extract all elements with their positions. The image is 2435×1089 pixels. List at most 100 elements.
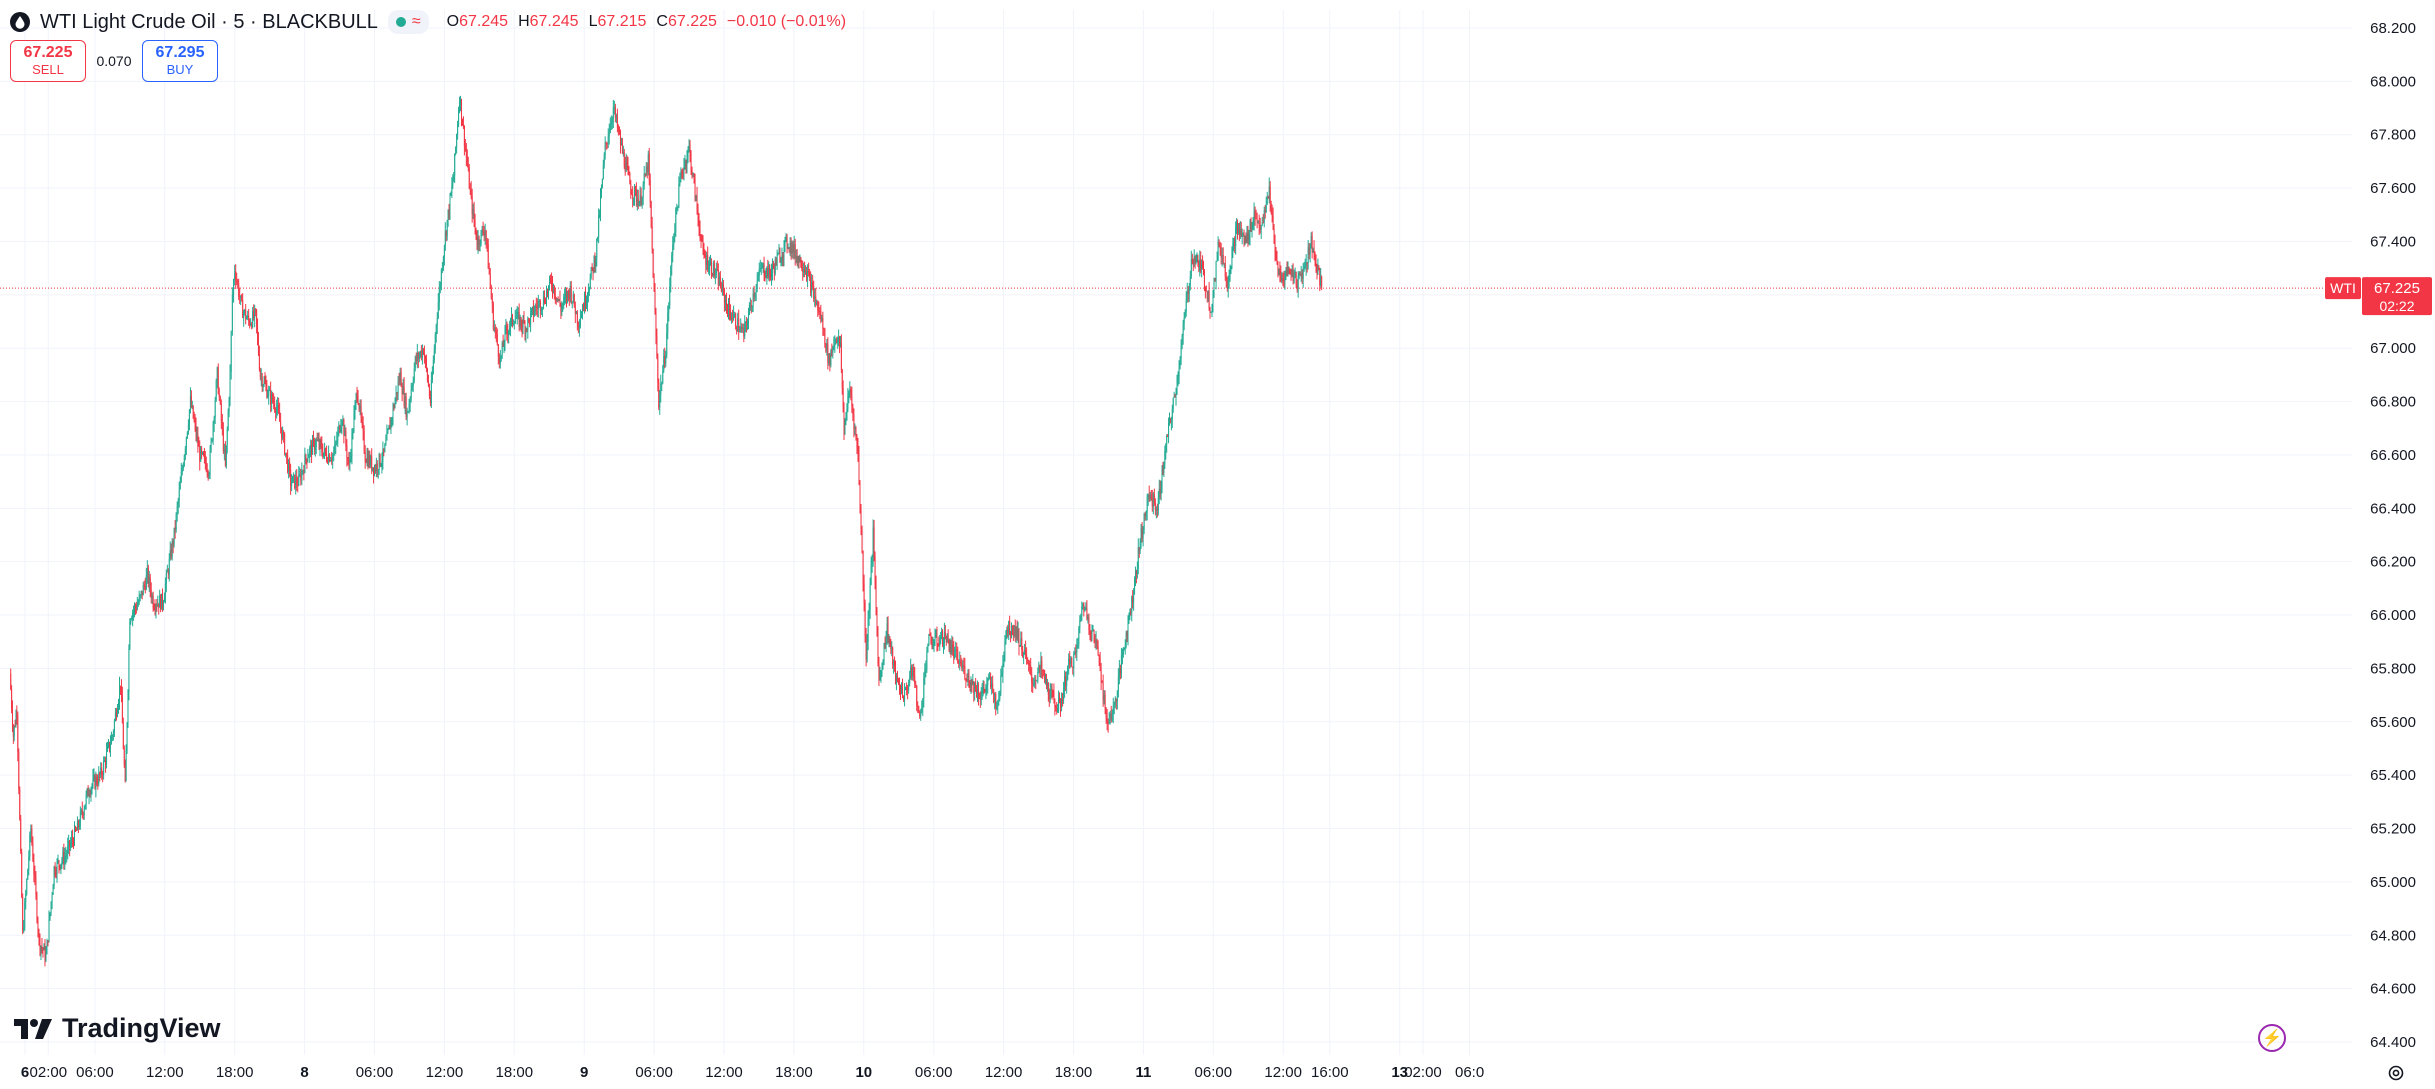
candle-body (1203, 271, 1205, 287)
x-tick-label: 12:00 (426, 1064, 464, 1081)
candle-body (653, 277, 655, 291)
candle-body (838, 337, 840, 340)
candle-body (1034, 679, 1036, 685)
candle-body (559, 299, 561, 306)
candle-body (96, 777, 98, 784)
candle-body (756, 280, 758, 290)
market-status-pill[interactable]: ≈ (387, 10, 429, 34)
candle-body (563, 297, 565, 304)
candle-body (1270, 203, 1272, 211)
candle-body (574, 306, 576, 315)
candle-body (56, 861, 58, 875)
candle-body (1090, 632, 1092, 635)
candle-body (115, 712, 117, 717)
candle-body (812, 282, 814, 287)
buy-button[interactable]: 67.295 BUY (142, 40, 218, 82)
candle-body (931, 641, 933, 648)
candle-body (686, 158, 688, 166)
candle-body (635, 189, 637, 202)
candle-body (452, 181, 454, 186)
candle-body (960, 660, 962, 665)
x-tick-label: 12:00 (146, 1064, 184, 1081)
candle-body (527, 318, 529, 331)
candle-body (723, 290, 725, 304)
candle-body (599, 214, 601, 216)
candle-body (138, 597, 140, 604)
candle-body (448, 209, 450, 215)
x-tick-label: 11 (1135, 1064, 1151, 1081)
candle-body (173, 527, 175, 545)
candle-body (1280, 274, 1282, 282)
tradingview-logo[interactable]: TradingView (14, 1013, 221, 1044)
candle-body (638, 201, 640, 207)
candle-body (88, 794, 90, 797)
candle-body (463, 125, 465, 147)
candle-body (93, 775, 95, 778)
candle-body (1082, 603, 1084, 608)
lightning-icon[interactable]: ⚡ (2258, 1024, 2286, 1052)
candle-body (312, 439, 314, 455)
candle-body (1222, 254, 1224, 265)
candle-body (771, 271, 773, 278)
candle-body (1308, 247, 1310, 255)
candle-body (969, 682, 971, 687)
last-price-tag (2362, 277, 2432, 316)
candle-body (266, 385, 268, 398)
candle-body (131, 618, 133, 620)
candle-body (951, 644, 953, 653)
candle-body (1127, 616, 1129, 637)
candle-body (292, 476, 294, 483)
candle-body (1161, 468, 1163, 489)
candle-body (179, 481, 181, 490)
candle-body (485, 230, 487, 241)
candle-body (475, 227, 477, 239)
candle-body (343, 419, 345, 437)
candle-body (755, 289, 757, 293)
candle-body (528, 318, 530, 320)
candle-body (317, 439, 319, 441)
candle-body (81, 809, 83, 814)
candle-body (1272, 215, 1274, 230)
candle-body (1178, 366, 1180, 377)
candle-body (1105, 708, 1107, 718)
brand-name: TradingView (62, 1013, 221, 1043)
candle-body (1029, 664, 1031, 666)
candle-body (962, 666, 964, 669)
y-tick-label: 64.800 (2370, 927, 2416, 944)
candle-body (806, 271, 808, 280)
candle-body (223, 449, 225, 452)
candle-body (283, 432, 285, 435)
candle-body (668, 305, 670, 313)
candle-body (955, 649, 957, 651)
candle-body (45, 954, 47, 960)
candle-body (1307, 247, 1309, 264)
candle-body (1095, 639, 1097, 641)
candle-body (1201, 262, 1203, 270)
x-tick-label: 06:0 (1455, 1064, 1484, 1081)
candle-body (754, 292, 756, 298)
gear-icon[interactable] (2386, 1063, 2406, 1083)
symbol-title[interactable]: WTI Light Crude Oil · 5 · BLACKBULL (40, 10, 378, 33)
candle-body (770, 272, 772, 278)
candle-body (688, 145, 690, 149)
candle-body (18, 752, 20, 790)
candle-body (1024, 649, 1026, 655)
candle-body (703, 249, 705, 256)
candle-body (674, 231, 676, 237)
candle-body (50, 901, 52, 913)
candle-body (571, 301, 573, 303)
candle-body (993, 690, 995, 702)
candle-body (1191, 259, 1193, 261)
candle-body (71, 837, 73, 844)
candle-body (978, 697, 980, 699)
sell-button[interactable]: 67.225 SELL (10, 40, 86, 82)
candle-body (714, 274, 716, 276)
candle-body (411, 385, 413, 390)
candle-body (573, 294, 575, 307)
candle-body (59, 865, 61, 869)
candle-body (758, 268, 760, 277)
candle-body (222, 429, 224, 452)
y-tick-label: 66.600 (2370, 447, 2416, 464)
candle-body (671, 255, 673, 268)
